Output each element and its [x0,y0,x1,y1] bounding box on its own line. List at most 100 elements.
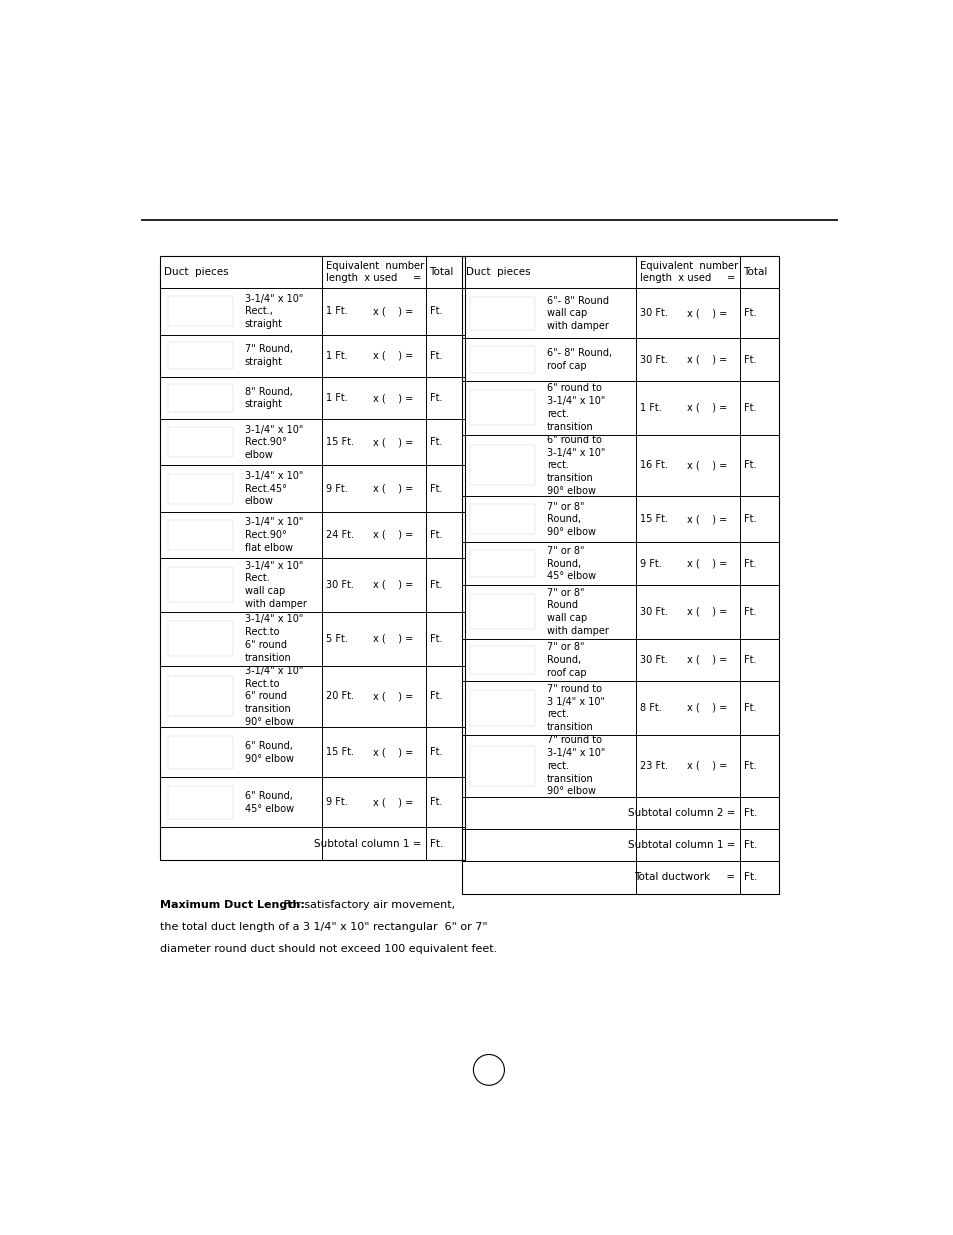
Text: the total duct length of a 3 1/4" x 10" rectangular  6" or 7": the total duct length of a 3 1/4" x 10" … [159,923,487,932]
Text: 6" round to
3-1/4" x 10"
rect.
transition: 6" round to 3-1/4" x 10" rect. transitio… [546,384,605,432]
Text: Ft.: Ft. [743,808,757,818]
Text: 6"- 8" Round,
roof cap: 6"- 8" Round, roof cap [546,348,612,370]
Text: 16 Ft.: 16 Ft. [639,461,667,471]
Text: x (    ) =: x ( ) = [686,354,727,364]
Text: 7" round to
3 1/4" x 10"
rect.
transition: 7" round to 3 1/4" x 10" rect. transitio… [546,684,604,732]
Text: x (    ) =: x ( ) = [686,514,727,525]
Text: 6" Round,
90° elbow: 6" Round, 90° elbow [245,741,294,763]
Text: Ft.: Ft. [743,461,756,471]
Text: Maximum Duct Length:: Maximum Duct Length: [159,900,304,910]
Text: 9 Ft.: 9 Ft. [326,798,348,808]
Text: 3-1/4" x 10"
Rect.90°
elbow: 3-1/4" x 10" Rect.90° elbow [245,425,303,461]
Text: x (    ) =: x ( ) = [686,309,727,319]
Text: x (    ) =: x ( ) = [686,558,727,568]
Text: 3-1/4" x 10"
Rect.45°
elbow: 3-1/4" x 10" Rect.45° elbow [245,471,303,506]
Text: 23 Ft.: 23 Ft. [639,761,667,771]
Text: x (    ) =: x ( ) = [686,461,727,471]
Text: Ft.: Ft. [743,514,756,525]
Text: Equivalent  number: Equivalent number [639,261,738,270]
Text: diameter round duct should not exceed 100 equivalent feet.: diameter round duct should not exceed 10… [159,944,497,953]
Text: 7" or 8"
Round,
roof cap: 7" or 8" Round, roof cap [546,642,586,678]
Text: 1 Ft.: 1 Ft. [326,306,348,316]
Text: x (    ) =: x ( ) = [373,306,414,316]
Text: 30 Ft.: 30 Ft. [639,655,667,664]
Text: Ft.: Ft. [743,403,756,412]
Text: x (    ) =: x ( ) = [686,606,727,616]
Text: 3-1/4" x 10"
Rect.to
6" round
transition
90° elbow: 3-1/4" x 10" Rect.to 6" round transition… [245,666,303,727]
Text: Ft.: Ft. [743,703,756,713]
Text: 9 Ft.: 9 Ft. [639,558,661,568]
Text: Ft.: Ft. [743,606,756,616]
Text: Ft.: Ft. [430,530,442,540]
Text: Ft.: Ft. [430,579,442,590]
Text: Subtotal column 1 =: Subtotal column 1 = [627,840,735,850]
Text: x (    ) =: x ( ) = [686,403,727,412]
Text: x (    ) =: x ( ) = [373,579,414,590]
Text: x (    ) =: x ( ) = [373,798,414,808]
Text: Subtotal column 1 =: Subtotal column 1 = [314,839,421,848]
Text: x (    ) =: x ( ) = [686,761,727,771]
Text: 5 Ft.: 5 Ft. [326,634,348,643]
Text: Equivalent  number: Equivalent number [326,261,424,270]
Text: Ft.: Ft. [743,872,757,882]
Text: 30 Ft.: 30 Ft. [639,606,667,616]
Text: 3-1/4" x 10"
Rect.90°
flat elbow: 3-1/4" x 10" Rect.90° flat elbow [245,517,303,552]
Text: 7" or 8"
Round,
45° elbow: 7" or 8" Round, 45° elbow [546,546,596,582]
Text: 7" or 8"
Round
wall cap
with damper: 7" or 8" Round wall cap with damper [546,588,608,636]
Text: 30 Ft.: 30 Ft. [326,579,354,590]
Text: 3-1/4" x 10"
Rect.
wall cap
with damper: 3-1/4" x 10" Rect. wall cap with damper [245,561,306,609]
Text: Ft.: Ft. [743,558,756,568]
Text: 8 Ft.: 8 Ft. [639,703,661,713]
Text: Duct  pieces: Duct pieces [466,267,531,277]
Text: Total: Total [742,267,767,277]
Text: x (    ) =: x ( ) = [373,437,414,447]
Text: For satisfactory air movement,: For satisfactory air movement, [280,900,456,910]
Text: Ft.: Ft. [430,747,442,757]
Text: Ft.: Ft. [430,393,442,403]
Text: 1 Ft.: 1 Ft. [326,393,348,403]
Text: x (    ) =: x ( ) = [686,703,727,713]
Text: Total: Total [429,267,453,277]
Text: 7" round to
3-1/4" x 10"
rect.
transition
90° elbow: 7" round to 3-1/4" x 10" rect. transitio… [546,735,605,797]
Text: 7" Round,
straight: 7" Round, straight [245,345,293,367]
Text: 3-1/4" x 10"
Rect.to
6" round
transition: 3-1/4" x 10" Rect.to 6" round transition [245,615,303,663]
Text: x (    ) =: x ( ) = [373,747,414,757]
Text: x (    ) =: x ( ) = [373,530,414,540]
Text: Total ductwork     =: Total ductwork = [634,872,735,882]
Text: 9 Ft.: 9 Ft. [326,484,348,494]
Text: Ft.: Ft. [743,354,756,364]
Text: Ft.: Ft. [430,692,442,701]
Text: 6" Round,
45° elbow: 6" Round, 45° elbow [245,790,294,814]
Text: length  x used     =: length x used = [326,273,421,283]
Text: Ft.: Ft. [743,655,756,664]
Text: 7" or 8"
Round,
90° elbow: 7" or 8" Round, 90° elbow [546,501,596,537]
Text: 6"- 8" Round
wall cap
with damper: 6"- 8" Round wall cap with damper [546,295,608,331]
Text: x (    ) =: x ( ) = [686,655,727,664]
Text: 8" Round,
straight: 8" Round, straight [245,387,293,410]
Text: 1 Ft.: 1 Ft. [639,403,661,412]
Text: 24 Ft.: 24 Ft. [326,530,354,540]
Text: Ft.: Ft. [430,634,442,643]
Text: 15 Ft.: 15 Ft. [639,514,667,525]
Text: 20 Ft.: 20 Ft. [326,692,354,701]
Text: Ft.: Ft. [430,306,442,316]
Text: Ft.: Ft. [430,839,443,848]
Text: Ft.: Ft. [430,484,442,494]
Text: 15 Ft.: 15 Ft. [326,747,354,757]
Text: Duct  pieces: Duct pieces [164,267,229,277]
Text: Ft.: Ft. [430,437,442,447]
Text: x (    ) =: x ( ) = [373,351,414,361]
Text: Ft.: Ft. [743,840,757,850]
Text: Ft.: Ft. [743,309,756,319]
Text: Ft.: Ft. [430,798,442,808]
Text: 30 Ft.: 30 Ft. [639,309,667,319]
Text: 15 Ft.: 15 Ft. [326,437,354,447]
Text: 3-1/4" x 10"
Rect.,
straight: 3-1/4" x 10" Rect., straight [245,294,303,330]
Text: length  x used     =: length x used = [639,273,735,283]
Text: Ft.: Ft. [743,761,756,771]
Text: x (    ) =: x ( ) = [373,393,414,403]
Text: x (    ) =: x ( ) = [373,484,414,494]
Text: 30 Ft.: 30 Ft. [639,354,667,364]
Text: 6" round to
3-1/4" x 10"
rect.
transition
90° elbow: 6" round to 3-1/4" x 10" rect. transitio… [546,435,605,496]
Text: x (    ) =: x ( ) = [373,634,414,643]
